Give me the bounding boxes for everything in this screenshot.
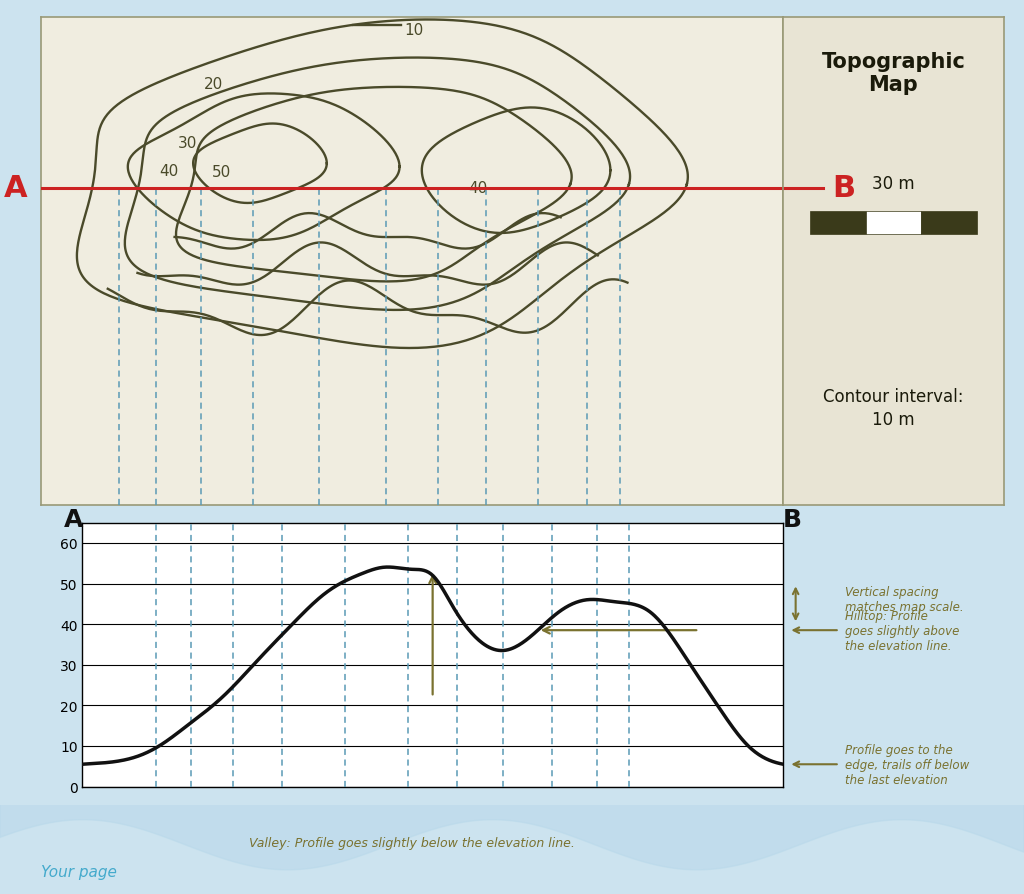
Text: 50: 50 bbox=[212, 164, 231, 180]
Text: B: B bbox=[782, 507, 801, 531]
Text: 10: 10 bbox=[404, 23, 424, 38]
Text: A: A bbox=[63, 507, 83, 531]
Text: 20: 20 bbox=[205, 77, 223, 91]
Text: A: A bbox=[3, 174, 28, 203]
Bar bbox=[922, 211, 977, 235]
Text: Profile goes to the
edge, trails off below
the last elevation: Profile goes to the edge, trails off bel… bbox=[845, 743, 969, 786]
Text: 40: 40 bbox=[160, 164, 179, 179]
Text: Valley: Profile goes slightly below the elevation line.: Valley: Profile goes slightly below the … bbox=[249, 836, 574, 849]
Text: Hilltop: Profile
goes slightly above
the elevation line.: Hilltop: Profile goes slightly above the… bbox=[845, 609, 959, 652]
Text: Contour interval:
10 m: Contour interval: 10 m bbox=[823, 387, 964, 428]
Bar bbox=[865, 211, 922, 235]
Bar bbox=[810, 211, 865, 235]
Text: Your page: Your page bbox=[41, 864, 117, 879]
Text: 40: 40 bbox=[468, 181, 487, 196]
Text: B: B bbox=[831, 174, 855, 203]
Text: 30 m: 30 m bbox=[872, 174, 914, 192]
Text: 30: 30 bbox=[178, 136, 198, 151]
Text: Topographic
Map: Topographic Map bbox=[821, 52, 966, 95]
Text: Vertical spacing
matches map scale.: Vertical spacing matches map scale. bbox=[845, 586, 964, 613]
